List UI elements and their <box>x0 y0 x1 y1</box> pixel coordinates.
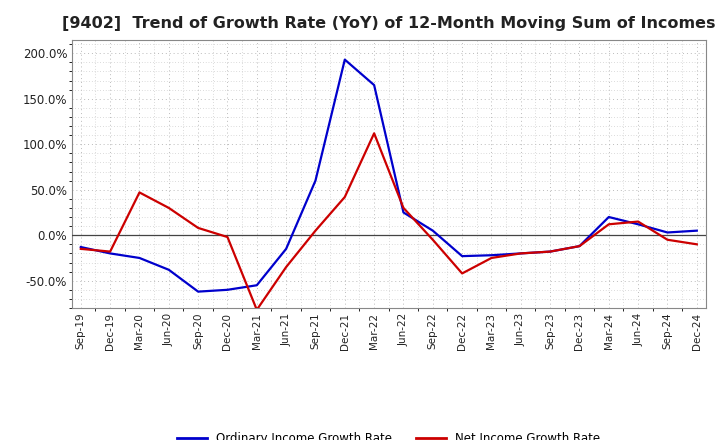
Net Income Growth Rate <box>605 222 613 227</box>
Ordinary Income Growth Rate <box>106 251 114 256</box>
Net Income Growth Rate <box>311 228 320 233</box>
Net Income Growth Rate <box>282 264 290 270</box>
Net Income Growth Rate <box>546 249 554 254</box>
Ordinary Income Growth Rate <box>341 57 349 62</box>
Net Income Growth Rate <box>575 243 584 249</box>
Net Income Growth Rate <box>106 249 114 254</box>
Ordinary Income Growth Rate <box>253 282 261 288</box>
Net Income Growth Rate <box>223 235 232 240</box>
Line: Ordinary Income Growth Rate: Ordinary Income Growth Rate <box>81 59 697 292</box>
Net Income Growth Rate <box>341 194 349 200</box>
Ordinary Income Growth Rate <box>164 267 173 272</box>
Line: Net Income Growth Rate: Net Income Growth Rate <box>81 133 697 310</box>
Net Income Growth Rate <box>135 190 144 195</box>
Net Income Growth Rate <box>458 271 467 276</box>
Ordinary Income Growth Rate <box>487 253 496 258</box>
Ordinary Income Growth Rate <box>135 255 144 260</box>
Net Income Growth Rate <box>634 219 642 224</box>
Net Income Growth Rate <box>399 205 408 211</box>
Net Income Growth Rate <box>516 251 525 256</box>
Net Income Growth Rate <box>693 242 701 247</box>
Ordinary Income Growth Rate <box>399 210 408 215</box>
Net Income Growth Rate <box>663 237 672 242</box>
Net Income Growth Rate <box>253 307 261 312</box>
Title: [9402]  Trend of Growth Rate (YoY) of 12-Month Moving Sum of Incomes: [9402] Trend of Growth Rate (YoY) of 12-… <box>62 16 716 32</box>
Legend: Ordinary Income Growth Rate, Net Income Growth Rate: Ordinary Income Growth Rate, Net Income … <box>173 427 605 440</box>
Net Income Growth Rate <box>76 246 85 252</box>
Ordinary Income Growth Rate <box>194 289 202 294</box>
Ordinary Income Growth Rate <box>282 246 290 252</box>
Ordinary Income Growth Rate <box>575 243 584 249</box>
Ordinary Income Growth Rate <box>311 178 320 183</box>
Ordinary Income Growth Rate <box>458 253 467 259</box>
Ordinary Income Growth Rate <box>516 251 525 256</box>
Ordinary Income Growth Rate <box>76 244 85 249</box>
Net Income Growth Rate <box>428 237 437 242</box>
Net Income Growth Rate <box>164 205 173 211</box>
Net Income Growth Rate <box>487 255 496 260</box>
Net Income Growth Rate <box>194 225 202 231</box>
Net Income Growth Rate <box>370 131 379 136</box>
Ordinary Income Growth Rate <box>428 228 437 233</box>
Ordinary Income Growth Rate <box>223 287 232 293</box>
Ordinary Income Growth Rate <box>634 222 642 227</box>
Ordinary Income Growth Rate <box>693 228 701 233</box>
Ordinary Income Growth Rate <box>546 249 554 254</box>
Ordinary Income Growth Rate <box>663 230 672 235</box>
Ordinary Income Growth Rate <box>370 82 379 88</box>
Ordinary Income Growth Rate <box>605 214 613 220</box>
